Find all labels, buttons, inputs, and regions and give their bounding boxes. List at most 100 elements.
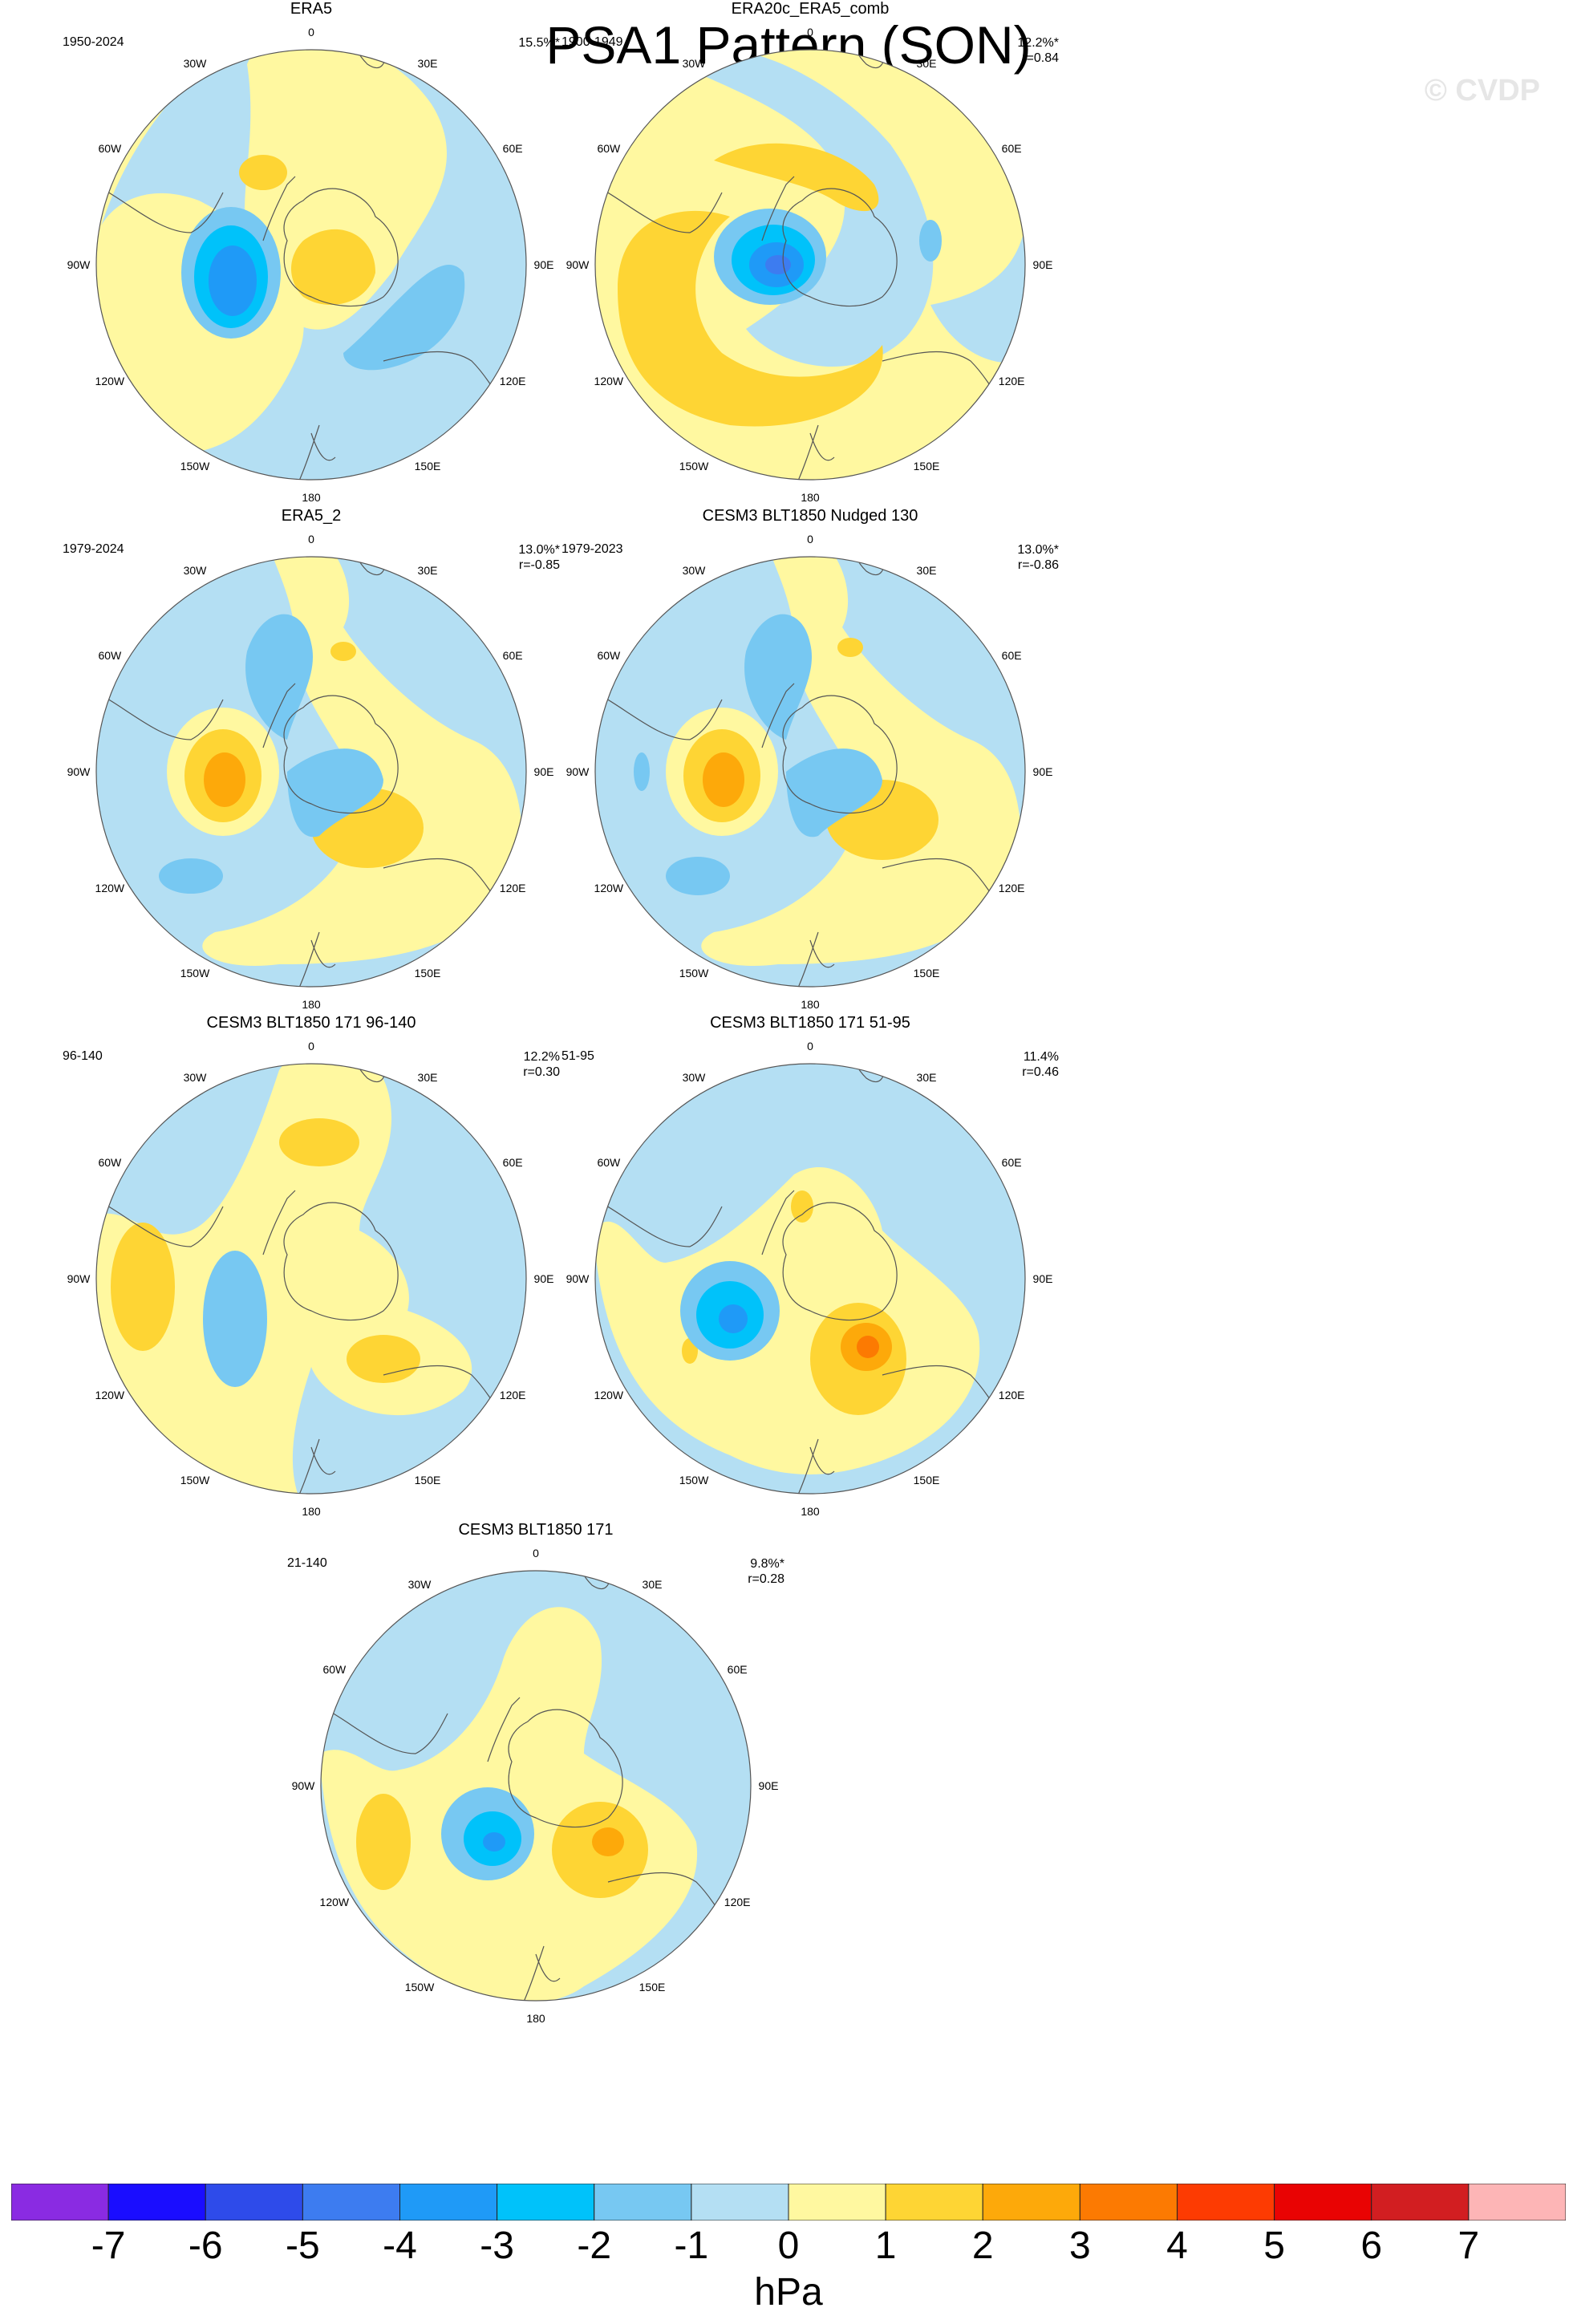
longitude-label: 30W: [183, 56, 207, 70]
anomaly-contour: [202, 557, 522, 966]
panel-period: 21-140: [287, 1556, 327, 1570]
anomaly-contour: [719, 1304, 748, 1333]
anomaly-contour: [203, 1251, 267, 1387]
colorbar-swatch: [1274, 2184, 1372, 2221]
coastline: [575, 1571, 625, 1590]
longitude-label: 120E: [998, 375, 1025, 387]
pattern-correlation: r=-0.86: [1017, 558, 1059, 572]
panel-title: CESM3 BLT1850 171 96-140: [206, 1014, 416, 1032]
longitude-label: 30W: [183, 563, 207, 577]
colorbar: [11, 2184, 1566, 2221]
explained-variance: 12.2%: [523, 1050, 560, 1064]
longitude-label: 180: [801, 1505, 820, 1518]
longitude-label: 90E: [1032, 258, 1053, 271]
map-panel: ERA5_2 1979-2024 13.0%* r=-0.85 0 30E 60E 90E 12…: [55, 507, 568, 1011]
colorbar-tick-label: -4: [383, 2225, 417, 2267]
polar-map: [95, 556, 527, 988]
colorbar-swatch: [788, 2184, 886, 2221]
longitude-label: 120W: [594, 375, 624, 387]
coastline: [761, 683, 795, 748]
longitude-label: 150E: [414, 1474, 441, 1487]
coastline: [294, 931, 336, 987]
anomaly-contour: [786, 748, 882, 838]
colorbar-tick-label: 6: [1360, 2225, 1383, 2267]
explained-variance: 15.5%*: [518, 36, 560, 50]
coastline: [761, 176, 795, 241]
anomaly-contour: [658, 50, 934, 367]
explained-variance: 13.0%*: [1017, 543, 1059, 557]
anomaly-contour: [930, 217, 1025, 363]
longitude-label: 180: [302, 1505, 321, 1518]
coastline: [321, 1705, 448, 1754]
anomaly-contour: [330, 642, 356, 661]
coastline: [793, 1438, 835, 1494]
coastline: [487, 1697, 521, 1762]
longitude-label: 180: [302, 998, 321, 1011]
coastline: [595, 691, 723, 740]
panel-period: 1950-2024: [63, 35, 124, 49]
map-boundary: [95, 1063, 527, 1495]
longitude-label: 150W: [679, 1474, 709, 1487]
longitude-label: 30E: [916, 56, 937, 70]
colorbar-swatch: [11, 2184, 109, 2221]
longitude-label: 60E: [502, 142, 523, 155]
panel-stats: 15.5%*: [518, 35, 560, 51]
pattern-correlation: r=0.84: [1022, 51, 1059, 65]
anomaly-contour: [291, 229, 375, 305]
longitude-label: 60E: [1001, 649, 1022, 662]
longitude-label: 90E: [533, 765, 554, 778]
longitude-label: 0: [533, 1547, 539, 1559]
colorbar-tick-label: 2: [971, 2225, 994, 2267]
anomaly-contour: [857, 1336, 879, 1358]
coastline: [262, 176, 296, 241]
colorbar-tick-label: 3: [1069, 2225, 1091, 2267]
coastline: [519, 1945, 561, 2001]
colorbar-swatch: [1371, 2184, 1470, 2221]
panel-title: ERA20c_ERA5_comb: [731, 0, 890, 18]
anomaly-contour: [111, 1223, 175, 1351]
explained-variance: 13.0%*: [518, 543, 560, 557]
longitude-label: 60E: [502, 1156, 523, 1169]
panel-period: 96-140: [63, 1049, 103, 1063]
anomaly-contour: [96, 1064, 472, 1494]
longitude-label: 30W: [407, 1577, 432, 1591]
longitude-label: 60E: [502, 649, 523, 662]
longitude-label: 0: [308, 1040, 314, 1052]
colorbar-tick-label: -2: [577, 2225, 612, 2267]
coastline: [96, 691, 224, 740]
panel-stats: 13.0%* r=-0.86: [1017, 542, 1059, 573]
longitude-label: 150W: [679, 967, 709, 980]
panel-period: 1979-2024: [63, 542, 124, 556]
longitude-label: 30E: [417, 1070, 438, 1084]
longitude-label: 120E: [499, 882, 526, 894]
coastline: [508, 1709, 623, 1828]
colorbar-swatch: [497, 2184, 595, 2221]
polar-map: [594, 556, 1026, 988]
longitude-label: 90E: [758, 1779, 779, 1792]
coastline: [283, 1202, 399, 1321]
panel-title: CESM3 BLT1850 171: [458, 1521, 614, 1539]
longitude-label: 150E: [414, 967, 441, 980]
panel-title: ERA5: [290, 0, 333, 18]
anomaly-contour: [765, 255, 791, 274]
anomaly-contour: [666, 857, 730, 895]
colorbar-tick-label: 1: [874, 2225, 897, 2267]
longitude-label: 0: [807, 26, 813, 39]
coastline: [849, 1064, 899, 1083]
panel-stats: 9.8%* r=0.28: [748, 1556, 784, 1587]
map-boundary: [320, 1570, 752, 2002]
longitude-label: 30W: [183, 1070, 207, 1084]
anomaly-contour: [837, 638, 863, 657]
polar-map: [594, 1063, 1026, 1495]
colorbar-swatch: [691, 2184, 789, 2221]
coastline: [849, 50, 899, 69]
longitude-label: 90W: [67, 765, 91, 778]
polar-map: [95, 1063, 527, 1495]
colorbar-tick-label: 0: [777, 2225, 800, 2267]
coastline: [761, 1190, 795, 1255]
longitude-label: 0: [807, 1040, 813, 1052]
map-boundary: [594, 556, 1026, 988]
panel-period: 51-95: [561, 1049, 594, 1063]
panel-title: ERA5_2: [281, 507, 342, 525]
map-boundary: [95, 556, 527, 988]
